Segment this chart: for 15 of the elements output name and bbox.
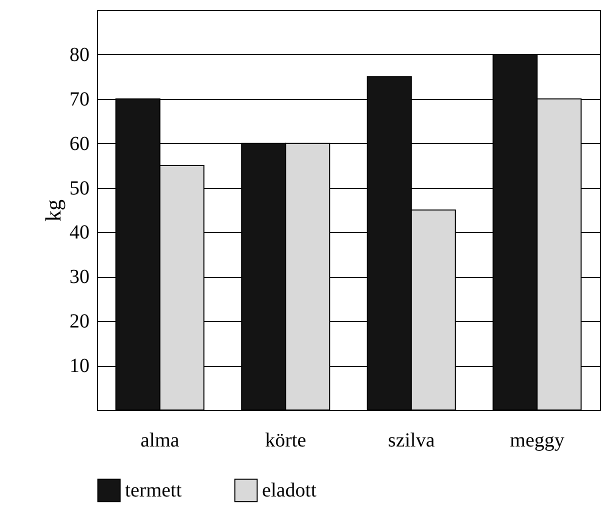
y-tick-label: 20 xyxy=(70,310,90,333)
x-tick-label: meggy xyxy=(510,430,564,452)
y-tick-label: 80 xyxy=(70,44,90,66)
y-tick-label: 50 xyxy=(70,177,90,200)
y-axis-title: kg xyxy=(40,200,66,222)
x-tick-label: szilva xyxy=(388,430,435,452)
legend-label: eladott xyxy=(262,479,317,502)
legend-label: termett xyxy=(125,479,182,502)
x-tick-label: körte xyxy=(265,430,306,452)
y-tick-label: 10 xyxy=(70,355,90,378)
y-tick-label: 40 xyxy=(70,222,90,244)
y-tick-label: 70 xyxy=(70,88,90,110)
x-tick-label: alma xyxy=(140,430,180,452)
y-tick-label: 60 xyxy=(70,132,90,155)
y-tick-label: 30 xyxy=(70,266,90,288)
